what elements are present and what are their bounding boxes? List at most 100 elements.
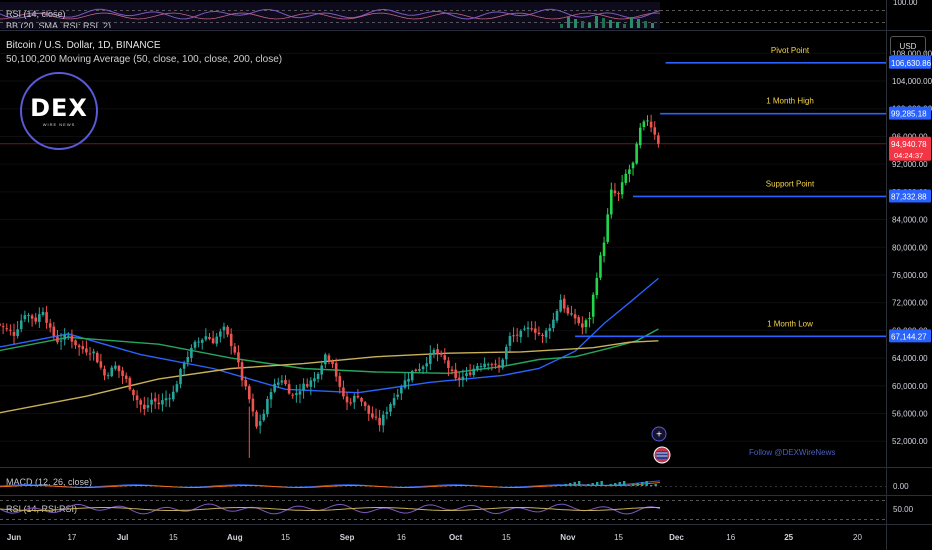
candle [226,325,229,338]
candle-body [646,120,649,122]
top-panel-bar [637,19,640,28]
candle-body [276,382,280,385]
candle-body [280,380,284,383]
candle-body [606,214,609,242]
candle [128,376,132,391]
candle-body [407,378,410,382]
candle [135,390,139,408]
candle-body [229,333,233,347]
candle-body [291,394,295,396]
x-tick-label: Jul [117,533,129,542]
candle-body [562,298,566,309]
candle-body [179,369,182,385]
candle [562,294,566,313]
candle-body [450,369,454,371]
candle-body [389,404,392,412]
candle-body [313,378,316,382]
candle [410,369,414,383]
candle [649,114,653,133]
bb-band-fill [0,2,660,29]
candle-body [208,336,211,339]
candle [443,348,447,364]
candle-body [349,402,352,404]
top-panel-bar [616,22,619,28]
candle [544,327,548,344]
candle [302,378,305,399]
x-tick-label: 20 [853,533,862,542]
candle [628,164,631,183]
candle [432,347,436,358]
candle [392,393,396,409]
candle [342,380,345,400]
x-tick-label: 15 [502,533,511,542]
candle [425,356,428,373]
candle-body [215,336,219,344]
candle-body [23,315,27,320]
candle-body [0,323,1,326]
x-tick-label: 16 [726,533,735,542]
candle-body [642,121,646,127]
candle-body [400,387,403,394]
candle-body [251,398,255,412]
candle [197,337,200,348]
currency-button[interactable]: USD [890,36,926,56]
countdown-timer: 04:24:37 [894,151,923,160]
candle [472,364,476,378]
candle-body [302,383,305,391]
candle-body [244,379,247,387]
candle-body [559,299,562,312]
candle-body [447,360,450,369]
candle-body [483,363,486,368]
candle-body [476,365,479,370]
candle [67,332,70,340]
candle-body [508,335,512,346]
candle-body [233,346,237,353]
candle-body [77,345,81,348]
candle [88,346,92,361]
candle [182,360,186,376]
candle-body [1,326,5,328]
candle-body [526,327,530,330]
candle-body [515,334,519,336]
candle-body [418,369,421,371]
rsi-axis-tick: 50.00 [893,505,914,514]
candle [276,377,280,389]
candle [95,351,99,364]
candle-body [385,412,389,414]
candle [5,323,9,332]
candle [161,393,164,412]
y-tick-label: 108,000.00 [892,49,932,58]
candle-body [410,370,414,381]
candle [175,380,179,393]
candle [139,398,142,413]
candle [508,332,512,352]
candle [374,408,378,421]
x-tick-label: Dec [669,533,684,542]
macd-panel: MACD (12, 26, close) [0,477,886,488]
candle [291,392,295,399]
ma-line-ma-200 [0,340,659,414]
candle-body [248,386,251,400]
candle-body [204,336,208,340]
candle-body [501,359,504,368]
candle [320,360,323,380]
macd-histogram-bar [605,485,608,486]
candle [103,365,106,381]
top-panel-bar [595,16,598,28]
candle-body [124,375,128,379]
candle [16,320,19,339]
candle [501,358,504,370]
candle [505,344,508,367]
candle [56,329,59,345]
candle-body [392,398,396,406]
x-tick-label: 15 [614,533,623,542]
candle-body [497,365,501,368]
candle-body [465,373,468,376]
candle-body [468,372,472,375]
candle-body [67,335,70,337]
candle [349,398,352,406]
candle-body [106,375,110,377]
candle-body [103,368,106,376]
candle [59,333,63,350]
